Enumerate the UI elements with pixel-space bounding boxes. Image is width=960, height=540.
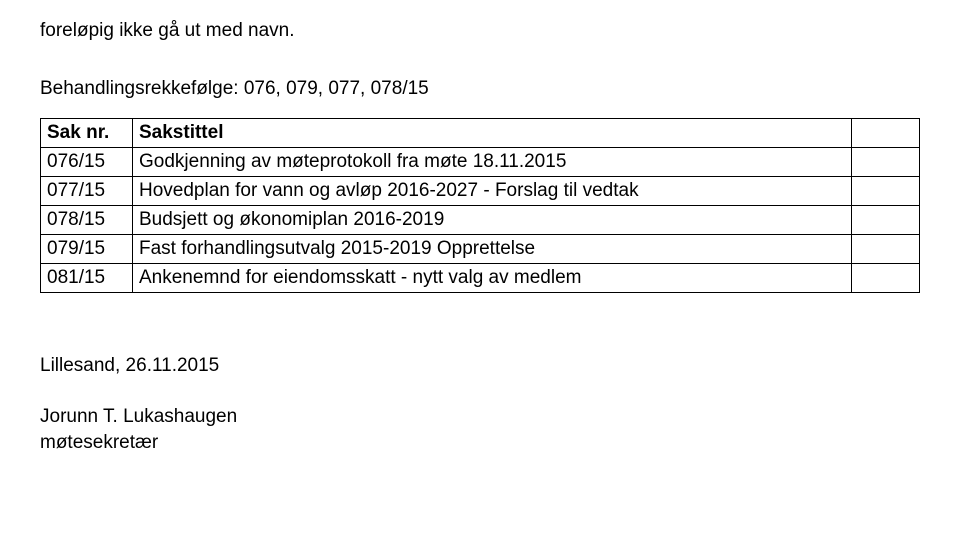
order-line: Behandlingsrekkefølge: 076, 079, 077, 07… [40,78,920,100]
cell-case-number: 077/15 [41,176,133,205]
header-case-number: Sak nr. [41,118,133,147]
cell-case-title: Hovedplan for vann og avløp 2016-2027 - … [133,176,852,205]
cell-case-number: 081/15 [41,263,133,292]
header-empty [852,118,920,147]
cell-case-title: Budsjett og økonomiplan 2016-2019 [133,205,852,234]
table-header-row: Sak nr. Sakstittel [41,118,920,147]
cell-case-title: Fast forhandlingsutvalg 2015-2019 Oppret… [133,234,852,263]
cell-empty [852,263,920,292]
cases-table: Sak nr. Sakstittel 076/15 Godkjenning av… [40,118,920,293]
cell-case-number: 078/15 [41,205,133,234]
table-row: 079/15 Fast forhandlingsutvalg 2015-2019… [41,234,920,263]
cell-empty [852,176,920,205]
cell-case-number: 076/15 [41,147,133,176]
header-case-title: Sakstittel [133,118,852,147]
document-page: foreløpig ikke gå ut med navn. Behandlin… [0,0,960,456]
footer-role: møtesekretær [40,430,920,456]
footer-place-date: Lillesand, 26.11.2015 [40,353,920,379]
table-row: 081/15 Ankenemnd for eiendomsskatt - nyt… [41,263,920,292]
cell-case-number: 079/15 [41,234,133,263]
cell-empty [852,147,920,176]
cell-case-title: Godkjenning av møteprotokoll fra møte 18… [133,147,852,176]
footer-name: Jorunn T. Lukashaugen [40,404,920,430]
footer-block: Lillesand, 26.11.2015 Jorunn T. Lukashau… [40,353,920,456]
intro-paragraph: foreløpig ikke gå ut med navn. [40,18,920,44]
cell-case-title: Ankenemnd for eiendomsskatt - nytt valg … [133,263,852,292]
table-row: 078/15 Budsjett og økonomiplan 2016-2019 [41,205,920,234]
cell-empty [852,234,920,263]
table-row: 077/15 Hovedplan for vann og avløp 2016-… [41,176,920,205]
cell-empty [852,205,920,234]
table-row: 076/15 Godkjenning av møteprotokoll fra … [41,147,920,176]
